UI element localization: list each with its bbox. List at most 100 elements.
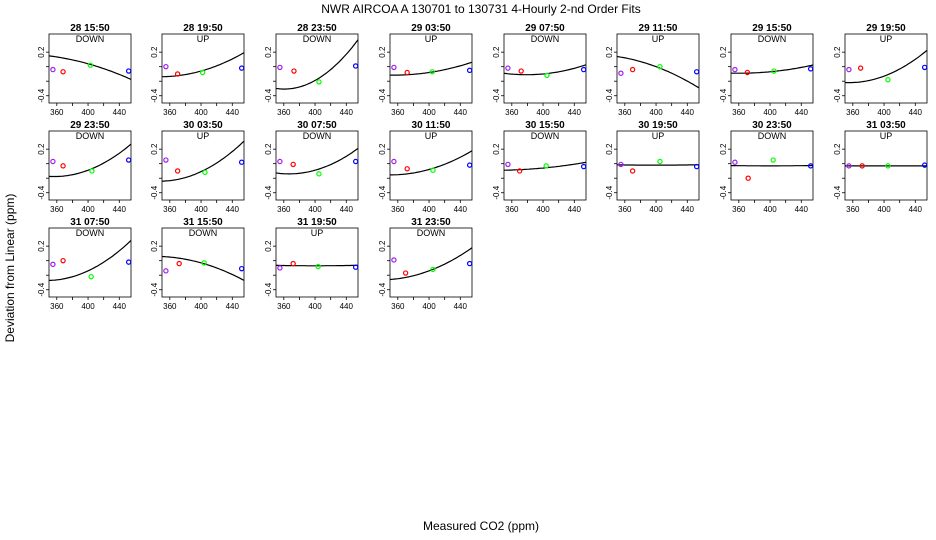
y-tick-label: 0.2 [605,46,614,58]
data-point-s1 [618,161,624,168]
y-tick-label: 0.2 [833,143,842,155]
data-point-s2 [290,260,296,267]
y-tick-label: 0.2 [150,143,159,155]
panel-frame [389,227,473,298]
x-tick-label: 360 [391,108,405,117]
data-point-s4 [466,162,473,168]
panel-title: 31 19:50 [297,217,337,228]
data-point-s1 [163,157,169,163]
x-tick-label: 400 [81,205,95,214]
x-tick-label: 400 [536,108,550,117]
x-tick-label: 360 [50,302,64,311]
fit-curve [503,64,587,76]
panel-direction: DOWN [758,131,787,141]
panel-title: 30 19:50 [638,120,678,131]
data-point-s2 [859,163,865,169]
data-point-s4 [125,259,132,265]
panel-frame [275,227,359,298]
panel-direction: DOWN [76,34,105,44]
y-tick-label: -0.4 [492,88,501,102]
panel-direction: UP [197,34,210,44]
panel-frame [48,33,132,104]
data-point-s3 [430,167,436,173]
data-point-s3 [430,266,436,273]
data-point-s4 [238,159,245,165]
data-point-s2 [404,69,410,76]
data-point-s4 [352,63,359,69]
panel-title: 29 19:50 [866,23,906,34]
data-point-s3 [87,62,94,68]
data-point-s4 [921,64,928,71]
y-tick-label: 0.2 [833,46,842,58]
x-tick-label: 400 [308,205,322,214]
x-tick-label: 440 [795,205,809,214]
data-point-s3 [771,68,777,74]
data-point-s1 [50,66,56,73]
y-tick-label: 0.2 [37,240,46,252]
y-tick-label: -0.4 [378,88,387,102]
x-tick-label: 400 [763,205,777,214]
panel-direction: UP [880,131,893,141]
data-point-s4 [921,162,928,168]
x-tick-label: 400 [308,108,322,117]
panel-frame [730,33,814,104]
x-tick-label: 440 [568,205,582,214]
data-point-s3 [88,273,94,280]
data-point-s1 [618,70,624,76]
y-tick-label: -0.4 [833,88,842,102]
x-tick-label: 440 [340,205,354,214]
panel-title: 28 23:50 [297,23,337,34]
panel-direction: UP [311,228,324,238]
x-tick-label: 440 [340,108,354,117]
data-point-s4 [580,163,587,170]
panel-direction: UP [197,131,210,141]
x-tick-label: 360 [732,108,746,117]
x-tick-label: 360 [50,108,64,117]
data-point-s3 [201,260,207,266]
x-tick-label: 400 [422,205,436,214]
data-point-s1 [163,63,169,70]
data-point-s2 [174,71,181,77]
data-point-s2 [404,166,410,172]
panel-direction: UP [425,131,438,141]
panel-direction: DOWN [417,228,446,238]
y-tick-label: -0.4 [605,185,614,199]
data-point-s3 [202,169,208,176]
panel-direction: DOWN [76,228,105,238]
panel-direction: UP [880,34,893,44]
data-point-s2 [402,270,409,276]
x-tick-label: 440 [795,108,809,117]
y-tick-label: -0.4 [264,185,273,199]
panel-frame [161,130,245,201]
x-tick-label: 360 [277,205,291,214]
x-tick-label: 440 [681,108,695,117]
x-tick-label: 440 [226,108,240,117]
panel-title: 30 03:50 [183,120,223,131]
y-tick-label: 0.2 [719,46,728,58]
y-tick-label: 0.2 [378,143,387,155]
data-point-s4 [807,66,814,72]
x-tick-label: 360 [50,205,64,214]
panel-frame [48,130,132,201]
x-tick-label: 440 [340,302,354,311]
fit-curve [275,39,359,90]
data-point-s2 [744,69,751,76]
x-tick-label: 440 [454,108,468,117]
x-tick-label: 400 [649,108,663,117]
panel-title: 30 23:50 [752,120,792,131]
x-tick-label: 360 [505,108,519,117]
x-tick-label: 360 [618,108,632,117]
data-point-s1 [732,159,738,165]
panel-title: 31 23:50 [411,217,451,228]
x-tick-label: 440 [226,302,240,311]
x-tick-label: 360 [277,302,291,311]
fit-curve [275,147,359,175]
y-tick-label: -0.4 [833,185,842,199]
y-tick-label: -0.4 [37,282,46,296]
data-point-s1 [505,65,511,71]
